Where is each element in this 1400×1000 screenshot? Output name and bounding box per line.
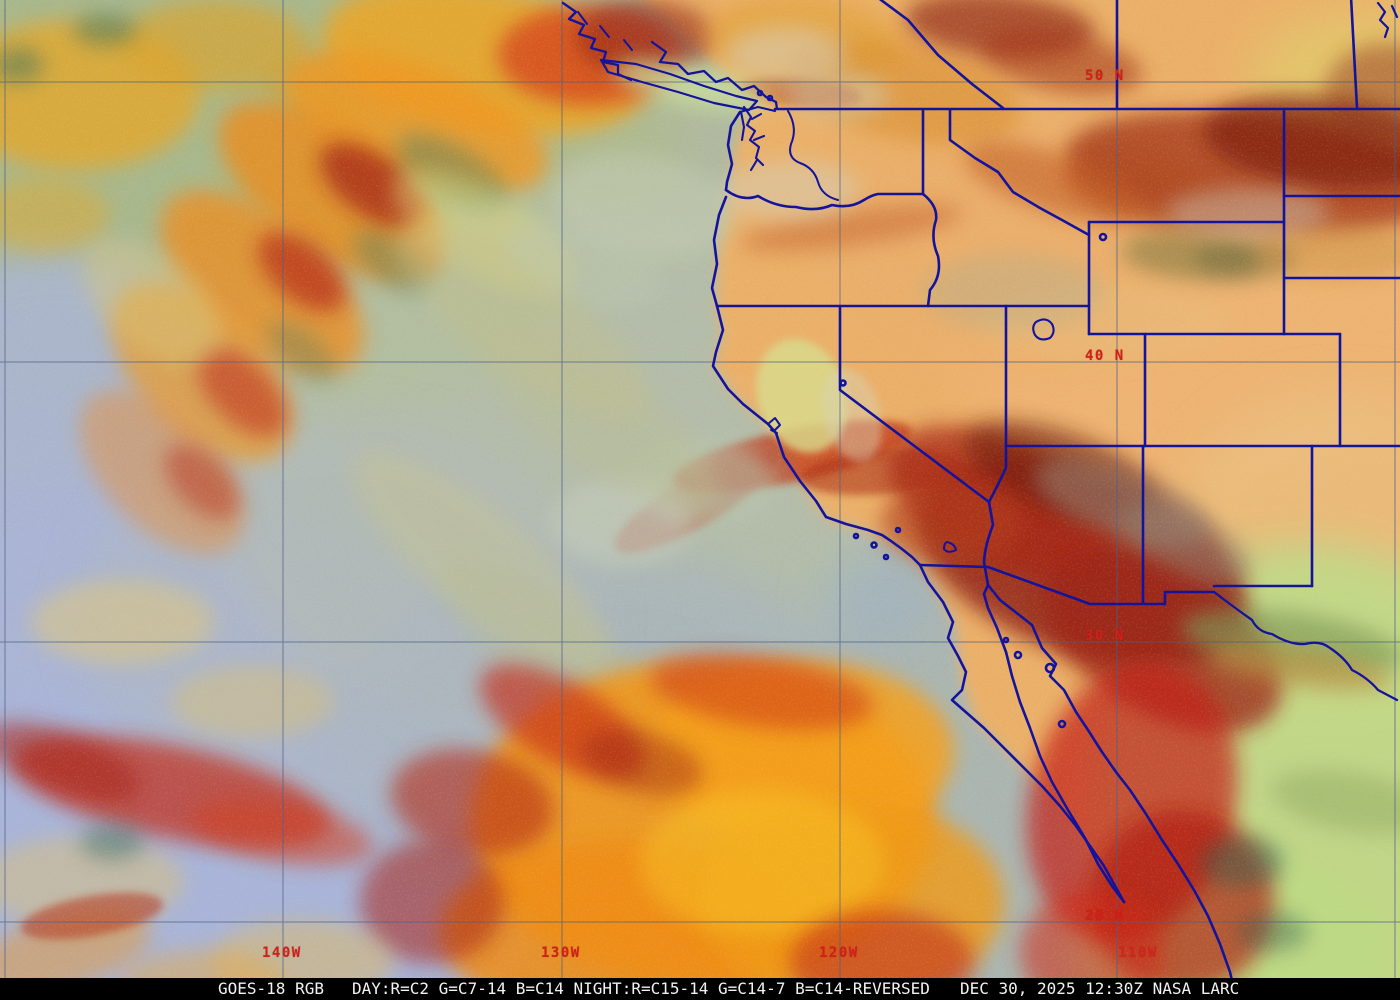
lat-label-50n: 50 N [1085,68,1125,84]
lat-label-30n: 30 N [1085,628,1125,644]
lon-label-110w: 110W [1118,945,1158,961]
lat-label-40n: 40 N [1085,348,1125,364]
noise-texture [0,0,1400,978]
state-borders [561,0,1400,1000]
channel-recipe: DAY:R=C2 G=C7-14 B=C14 NIGHT:R=C15-14 G=… [351,979,930,998]
lon-label-120w: 120W [819,945,859,961]
lon-label-140w: 140W [262,945,302,961]
latlon-grid [0,0,1400,978]
timestamp: DEC 30, 2025 12:30Z NASA LARC [959,979,1240,998]
lon-label-130w: 130W [541,945,581,961]
status-bar: GOES-18 RGB DAY:R=C2 G=C7-14 B=C14 NIGHT… [0,978,1400,1000]
product-name: GOES-18 RGB [218,979,324,998]
lat-label-20n: 20 N [1085,908,1125,924]
